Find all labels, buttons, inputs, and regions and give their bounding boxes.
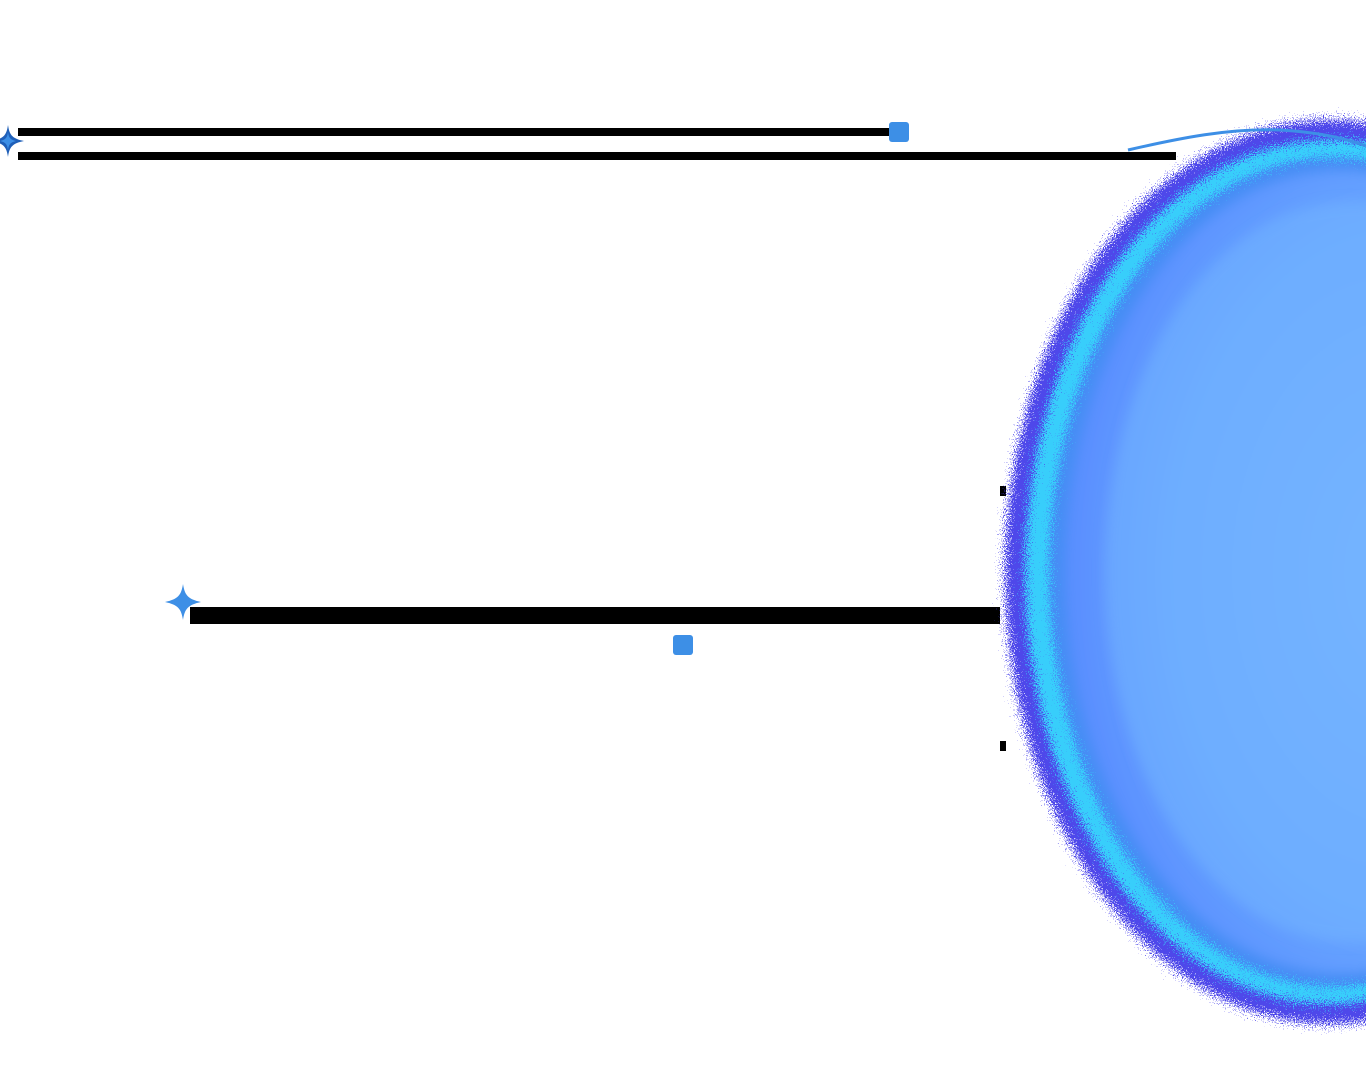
sparkle-icon	[0, 125, 24, 157]
orb-edge-tick-lower	[1000, 741, 1006, 751]
square-marker-middle	[673, 635, 693, 655]
sparkle-icon	[165, 584, 201, 620]
square-marker-top	[889, 122, 909, 142]
orb-arc	[1127, 128, 1366, 152]
top-line-upper	[18, 128, 890, 136]
orb-edge-tick-upper	[1000, 486, 1006, 496]
top-line-lower	[18, 152, 1176, 160]
middle-line	[190, 607, 1000, 624]
